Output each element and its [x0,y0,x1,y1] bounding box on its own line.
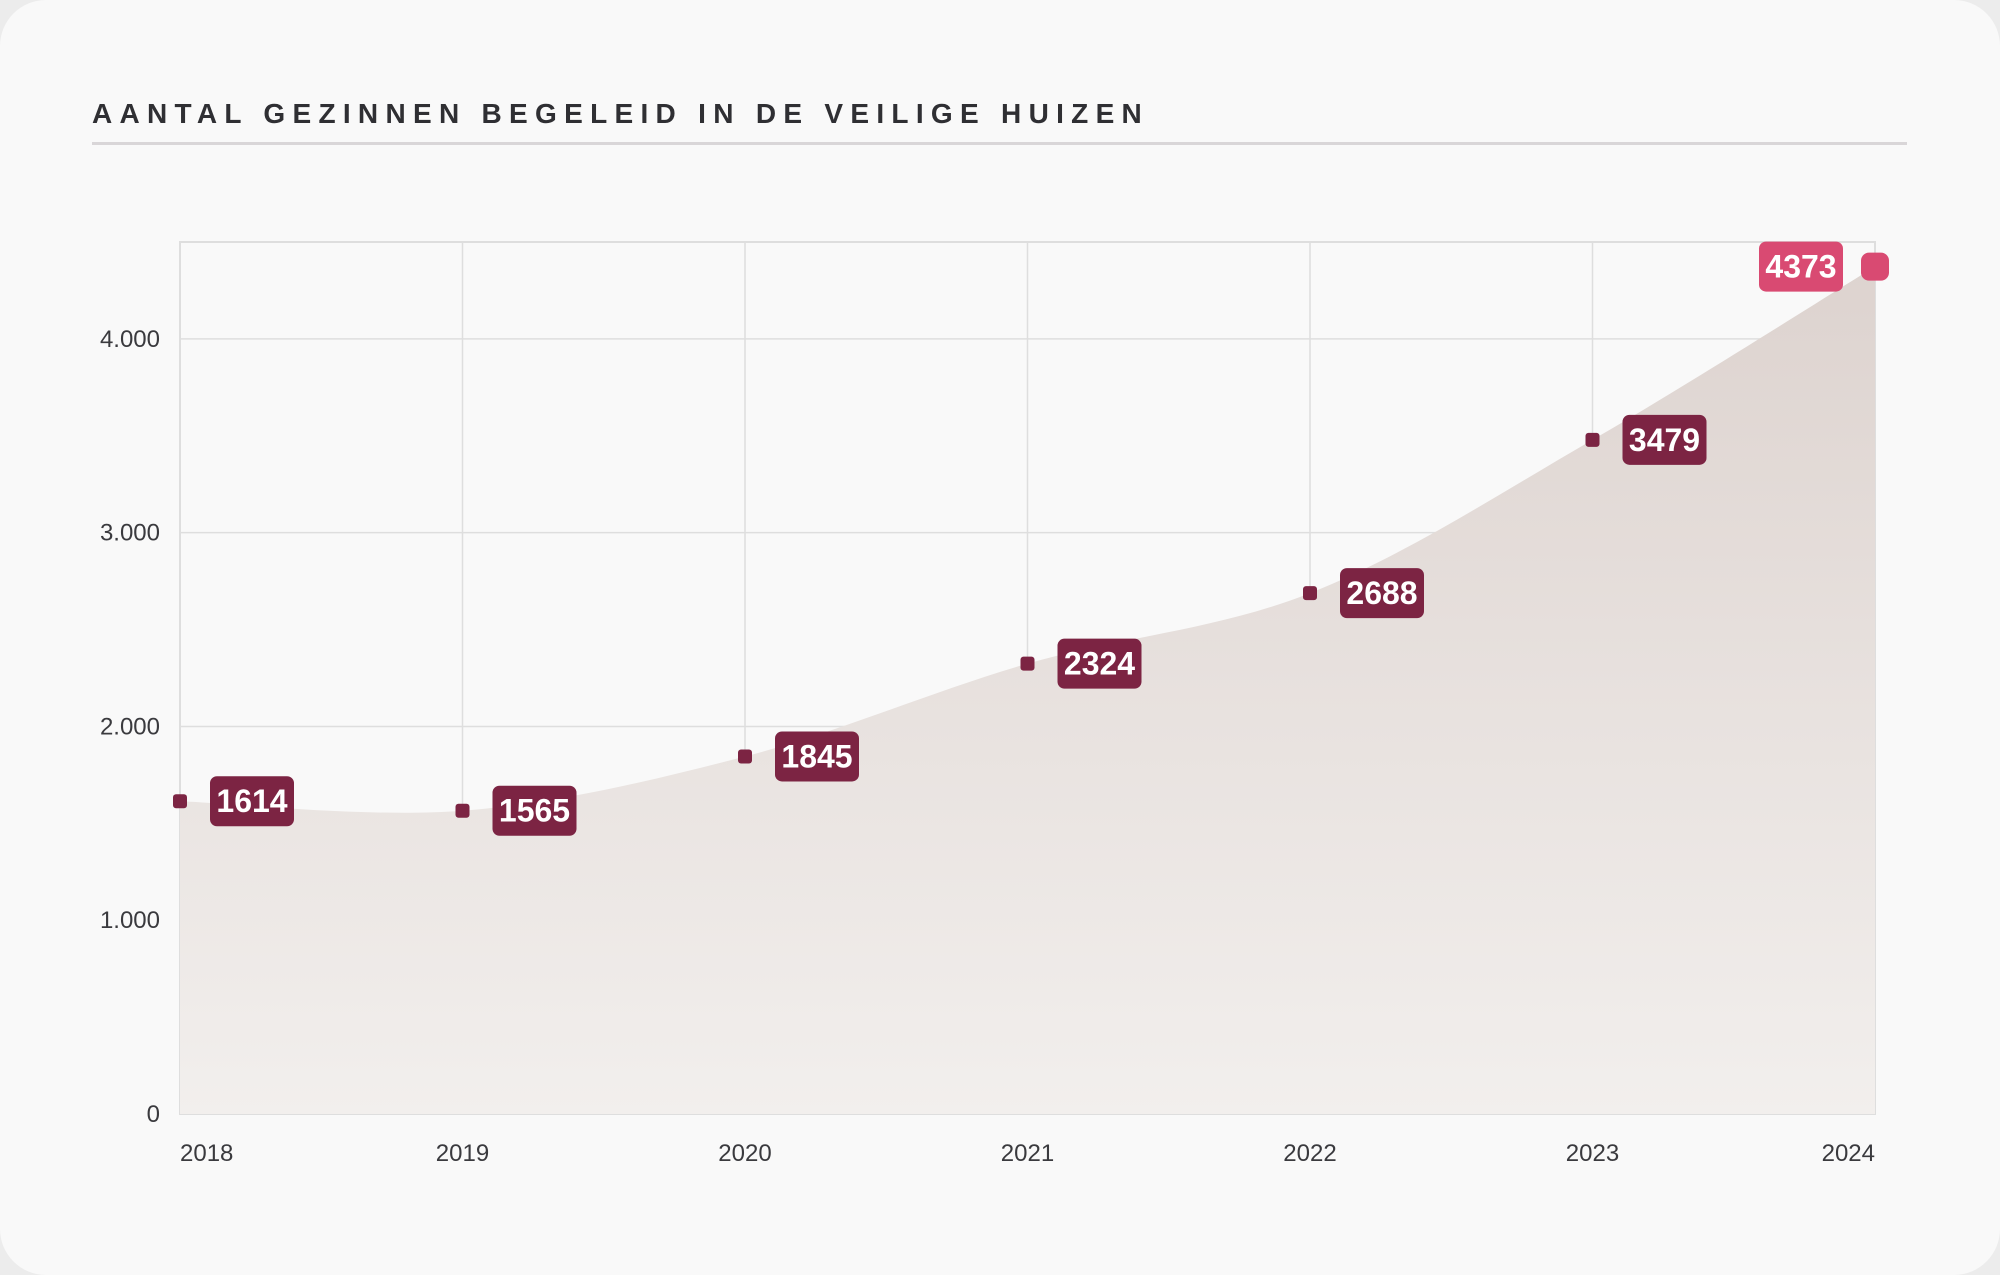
value-label-box [210,776,294,827]
value-label-box [775,731,859,782]
y-tick-label: 3.000 [100,520,160,547]
data-point[interactable] [738,749,752,764]
y-tick-label: 2.000 [100,713,160,740]
value-label: 1614 [216,783,287,819]
value-label: 4373 [1765,249,1836,285]
value-label: 1845 [781,738,852,774]
x-tick-label: 2024 [1822,1140,1875,1167]
data-point[interactable] [1303,586,1317,601]
data-point[interactable] [1020,656,1035,671]
y-tick-label: 1.000 [100,907,160,934]
y-tick-label: 0 [147,1101,160,1128]
data-point[interactable] [455,803,470,818]
data-point[interactable] [1585,432,1600,447]
area-series [180,266,1875,1115]
x-tick-label: 2019 [436,1140,489,1167]
x-tick-label: 2020 [718,1140,771,1167]
y-tick-label: 4.000 [100,326,160,353]
chart-title: AANTAL GEZINNEN BEGELEID IN DE VEILIGE H… [92,98,1150,129]
highlight-point[interactable] [1861,252,1889,281]
value-label: 2324 [1064,646,1135,682]
x-tick-label: 2022 [1283,1140,1336,1167]
value-label: 2688 [1346,575,1417,611]
value-label-box [1622,414,1707,465]
data-point[interactable] [173,794,187,809]
x-tick-label: 2021 [1001,1140,1054,1167]
value-label: 3479 [1629,422,1700,458]
value-label-box [1759,241,1843,292]
value-label-box [1340,568,1424,619]
title-divider [92,142,1907,145]
x-tick-label: 2023 [1566,1140,1619,1167]
value-label-box [492,785,577,836]
x-tick-label: 2018 [180,1140,233,1167]
value-label: 1565 [499,793,570,829]
value-label-box [1057,638,1142,689]
